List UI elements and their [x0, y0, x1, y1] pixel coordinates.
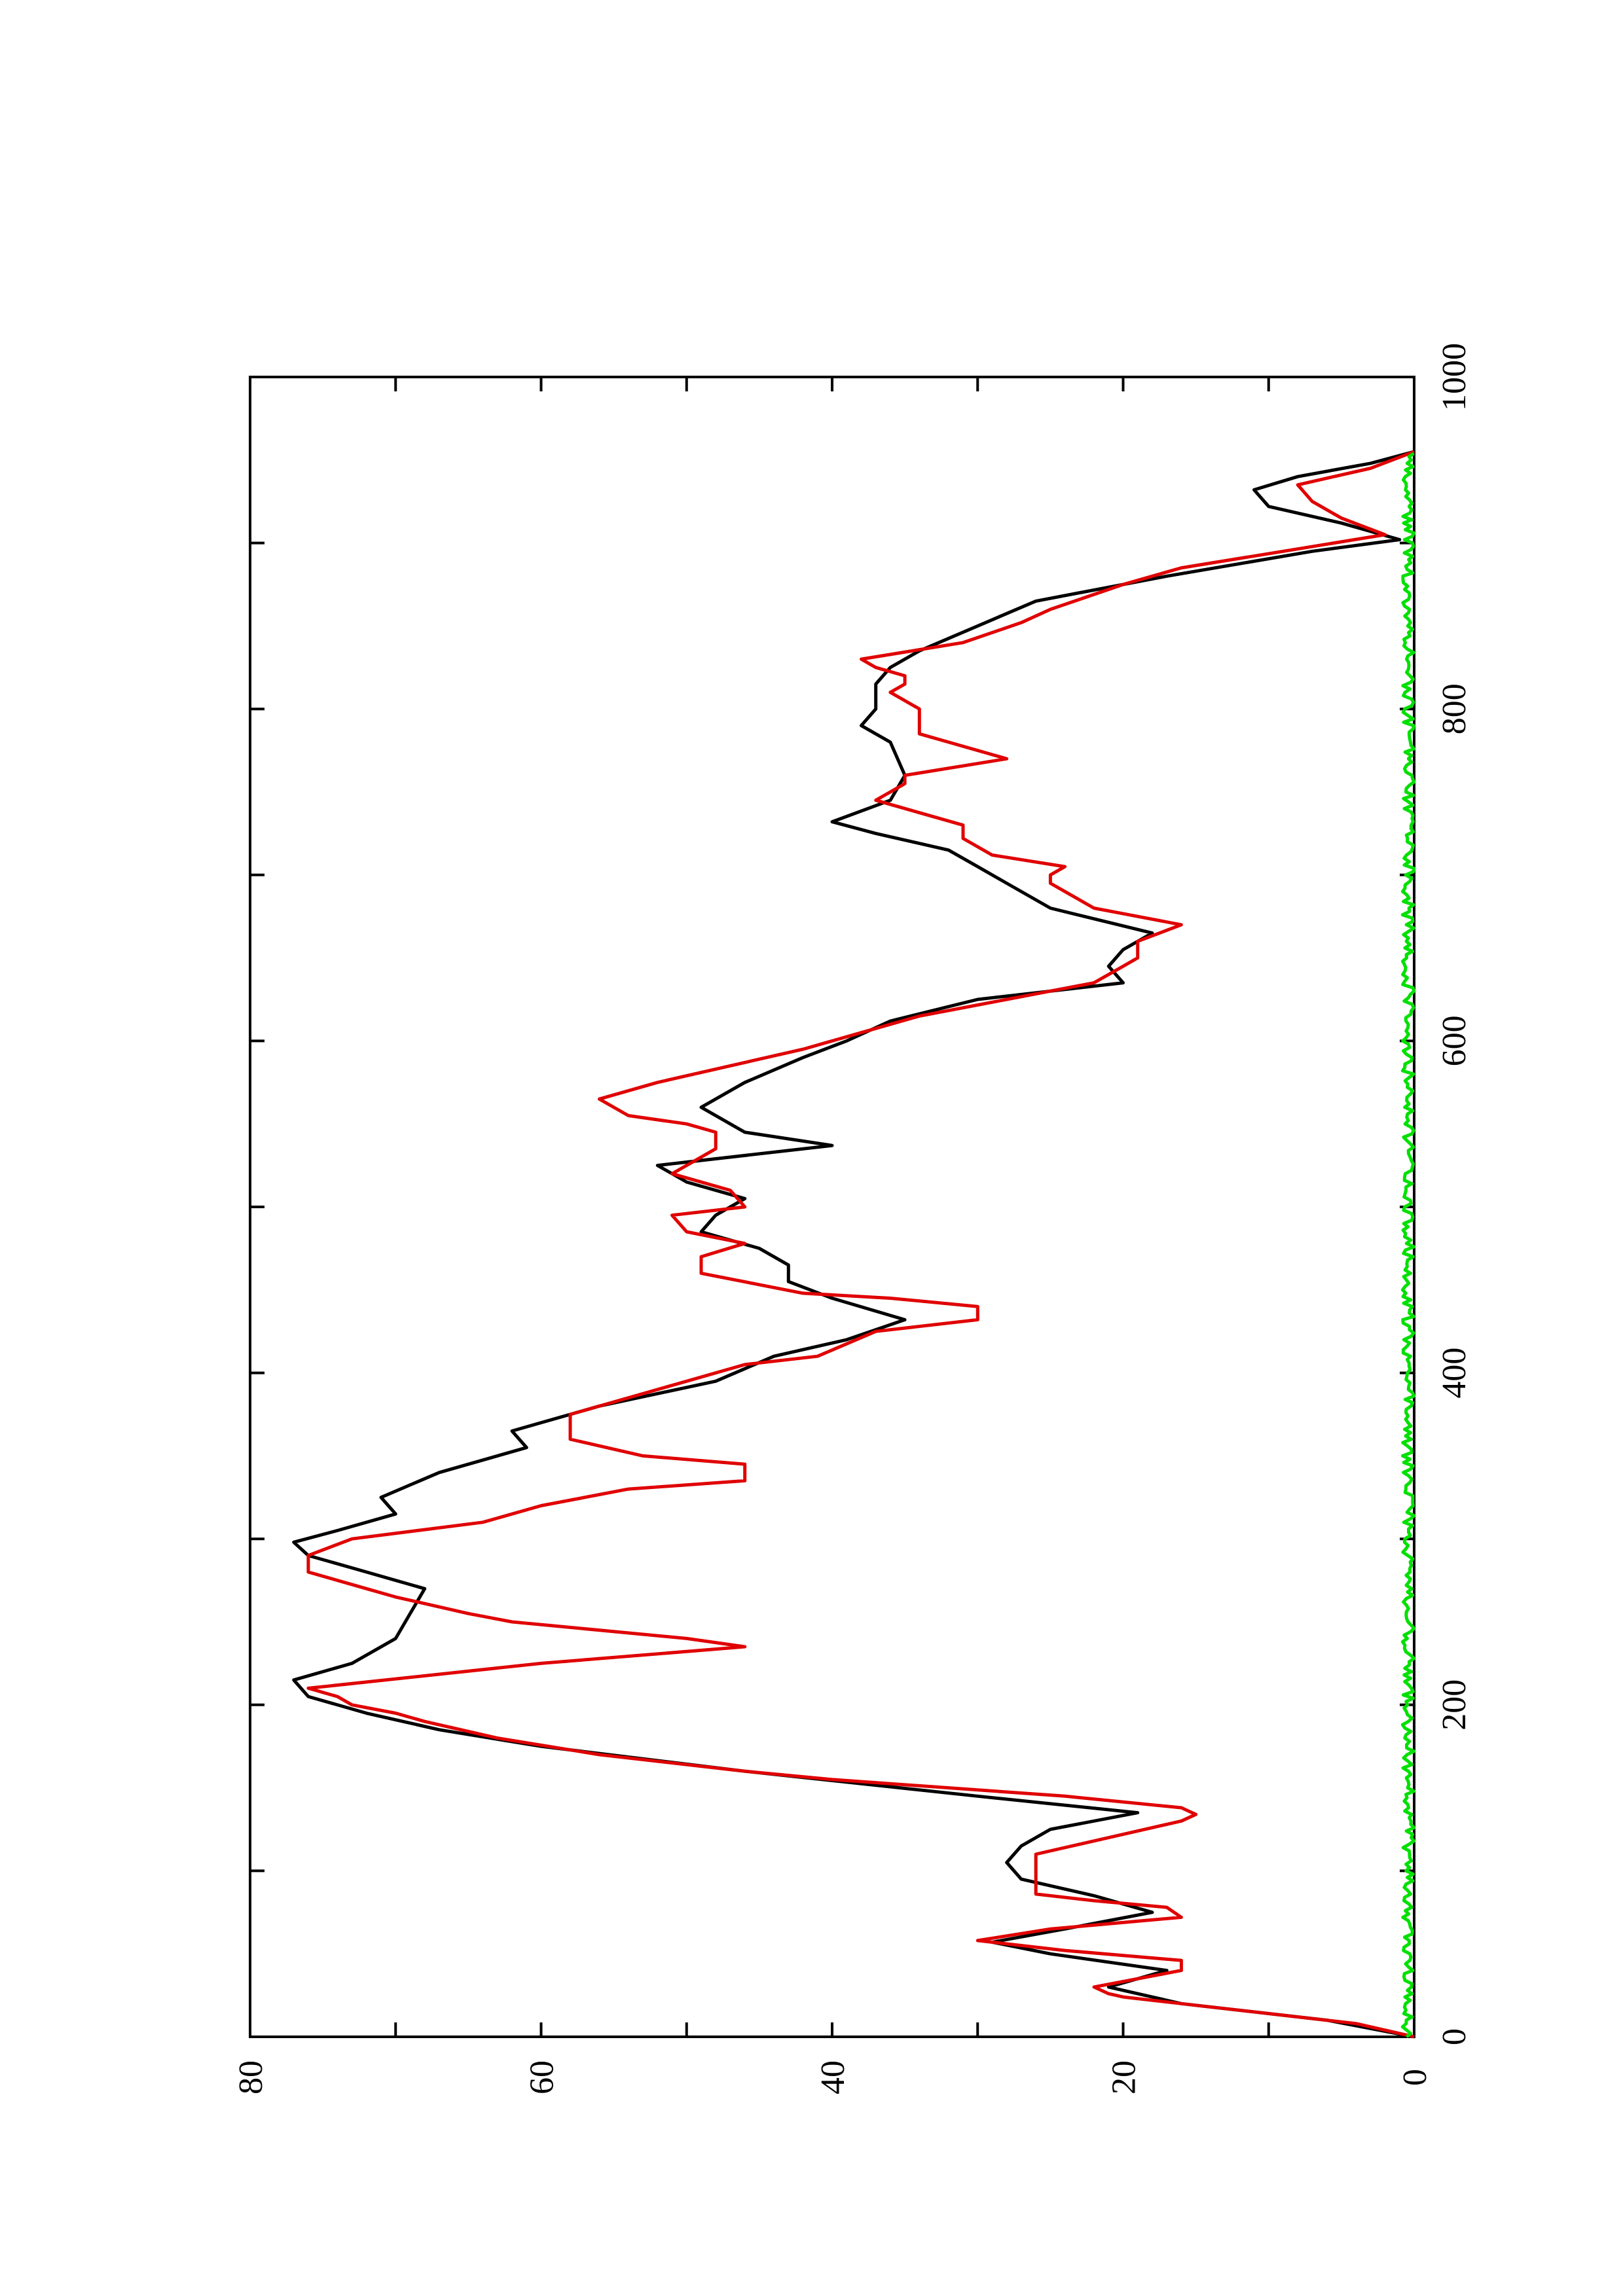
- y-tick-label: 40: [814, 2060, 852, 2094]
- axis-tick-labels: 0 200 400 600 800 1000 0 20 40 60 80: [232, 343, 1473, 2094]
- series-line-1: [292, 450, 1415, 2039]
- x-tick-label: 1000: [1436, 343, 1473, 411]
- axis-ticks: [249, 376, 1415, 2038]
- series-line-2: [306, 450, 1415, 2039]
- series-layer: [292, 450, 1416, 2039]
- x-tick-label: 400: [1436, 1348, 1473, 1399]
- x-tick-label: 200: [1436, 1679, 1473, 1731]
- y-tick-label: 0: [1396, 2069, 1434, 2086]
- x-tick-label: 800: [1436, 683, 1473, 734]
- plot-frame: [249, 376, 1415, 2038]
- y-tick-label: 20: [1106, 2060, 1143, 2094]
- plot-area: 0 200 400 600 800 1000 0 20 40 60 80: [232, 343, 1473, 2094]
- series-line-3: [1400, 452, 1416, 2038]
- x-tick-label: 0: [1436, 2028, 1473, 2045]
- x-tick-label: 600: [1436, 1015, 1473, 1066]
- y-tick-label: 60: [524, 2060, 561, 2094]
- y-tick-label: 80: [232, 2060, 270, 2094]
